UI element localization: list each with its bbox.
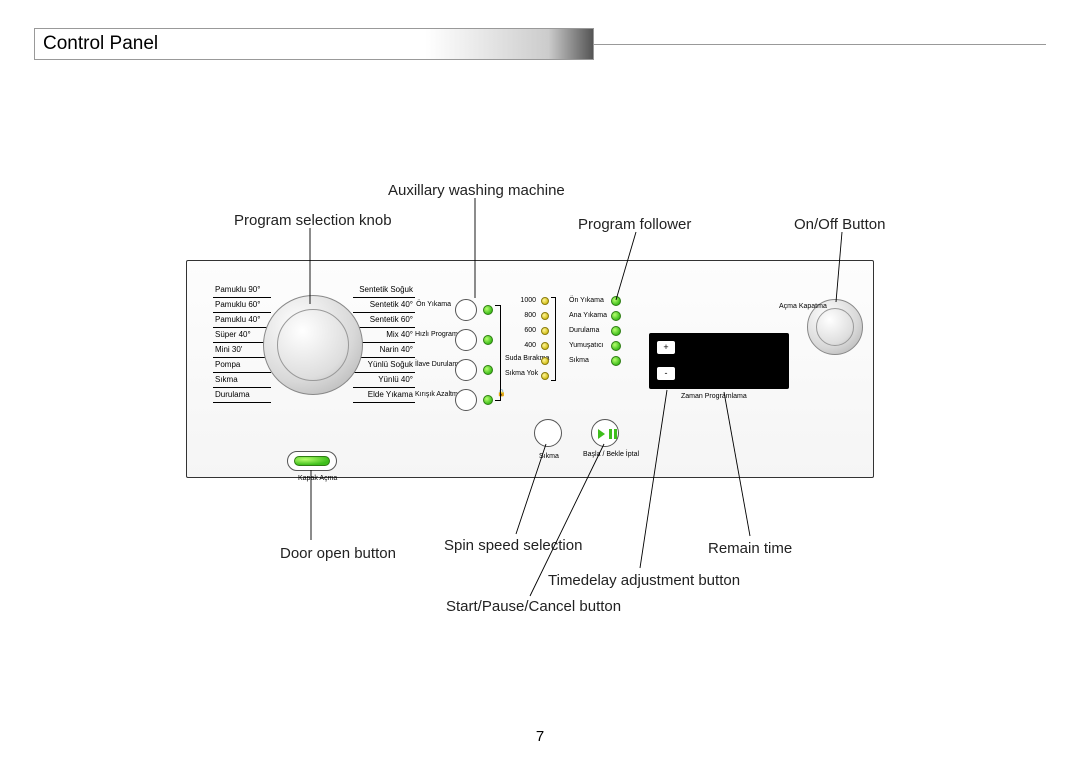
spin-select-label: Sıkma [539, 453, 559, 460]
callout-timedelay: Timedelay adjustment button [548, 572, 740, 589]
onoff-button-inner [816, 308, 854, 346]
aux-button-3[interactable] [455, 389, 477, 411]
spin-label-4: Suda Bırakma [505, 355, 536, 362]
callout-spin: Spin speed selection [444, 537, 582, 554]
prog-item: Yünlü Soğuk [353, 358, 415, 373]
prog-item: Elde Yıkama [353, 388, 415, 403]
follower-label-3: Yumuşatıcı [569, 342, 604, 349]
start-pause-button[interactable] [591, 419, 619, 447]
prog-item: Pamuklu 60° [213, 298, 271, 313]
callout-remain: Remain time [708, 540, 792, 557]
aux-button-1[interactable] [455, 329, 477, 351]
aux-button-0[interactable] [455, 299, 477, 321]
onoff-label: Açma Kapatma [779, 303, 827, 311]
follower-label-4: Sıkma [569, 357, 589, 364]
prog-item: Durulama [213, 388, 271, 403]
spin-label-1: 800 [512, 312, 536, 319]
callout-onoff: On/Off Button [794, 216, 885, 233]
spin-label-0: 1000 [512, 297, 536, 304]
aux-label-2: İlave Durulama [415, 361, 451, 369]
spin-label-5: Sıkma Yok [505, 370, 536, 377]
follower-led-1 [611, 311, 621, 321]
program-knob-inner [277, 309, 349, 381]
spin-led-5 [541, 372, 549, 380]
follower-led-4 [611, 356, 621, 366]
spin-led-4 [541, 357, 549, 365]
prog-item: Sentetik Soğuk [353, 283, 415, 298]
callout-startpause: Start/Pause/Cancel button [446, 598, 621, 615]
follower-label-1: Ana Yıkama [569, 312, 607, 319]
aux-label-3: Kırışık Azaltma [415, 391, 451, 399]
aux-led-3 [483, 395, 493, 405]
timer-label: Zaman Programlama [681, 393, 747, 400]
door-open-button[interactable] [287, 451, 337, 471]
prog-item: Sentetik 60° [353, 313, 415, 328]
door-open-led [294, 456, 330, 466]
aux-led-2 [483, 365, 493, 375]
follower-label-2: Durulama [569, 327, 599, 334]
page-number: 7 [0, 728, 1080, 745]
prog-item: Pamuklu 40° [213, 313, 271, 328]
spin-select-button[interactable] [534, 419, 562, 447]
aux-label-0: Ön Yıkama [415, 301, 451, 309]
prog-item: Sentetik 40° [353, 298, 415, 313]
aux-bracket [495, 305, 501, 401]
plus-button[interactable]: + [657, 341, 675, 354]
prog-item: Yünlü 40° [353, 373, 415, 388]
follower-led-2 [611, 326, 621, 336]
callout-door: Door open button [280, 545, 396, 562]
follower-led-0 [611, 296, 621, 306]
start-pause-label: Başla / Bekle İptal [583, 451, 629, 458]
door-open-label: Kapak Açma [298, 475, 337, 482]
aux-led-0 [483, 305, 493, 315]
minus-button[interactable]: - [657, 367, 675, 380]
prog-item: Pompa [213, 358, 271, 373]
section-title: Control Panel [43, 33, 158, 55]
spin-led-3 [541, 342, 549, 350]
follower-label-0: Ön Yıkama [569, 297, 604, 304]
section-header: Control Panel [34, 28, 594, 60]
callout-knob: Program selection knob [234, 212, 392, 229]
header-rule [594, 44, 1046, 45]
spin-label-2: 600 [512, 327, 536, 334]
callout-aux: Auxillary washing machine [388, 182, 565, 199]
callout-follower: Program follower [578, 216, 691, 233]
aux-button-2[interactable] [455, 359, 477, 381]
control-panel: Pamuklu 90° Pamuklu 60° Pamuklu 40° Süpe… [186, 260, 874, 478]
spin-led-2 [541, 327, 549, 335]
spin-bracket [551, 297, 556, 381]
aux-label-1: Hızlı Program [415, 331, 451, 339]
follower-led-3 [611, 341, 621, 351]
aux-led-1 [483, 335, 493, 345]
spin-label-3: 400 [512, 342, 536, 349]
spin-led-1 [541, 312, 549, 320]
spin-led-0 [541, 297, 549, 305]
prog-item: Pamuklu 90° [213, 283, 271, 298]
prog-item: Sıkma [213, 373, 271, 388]
